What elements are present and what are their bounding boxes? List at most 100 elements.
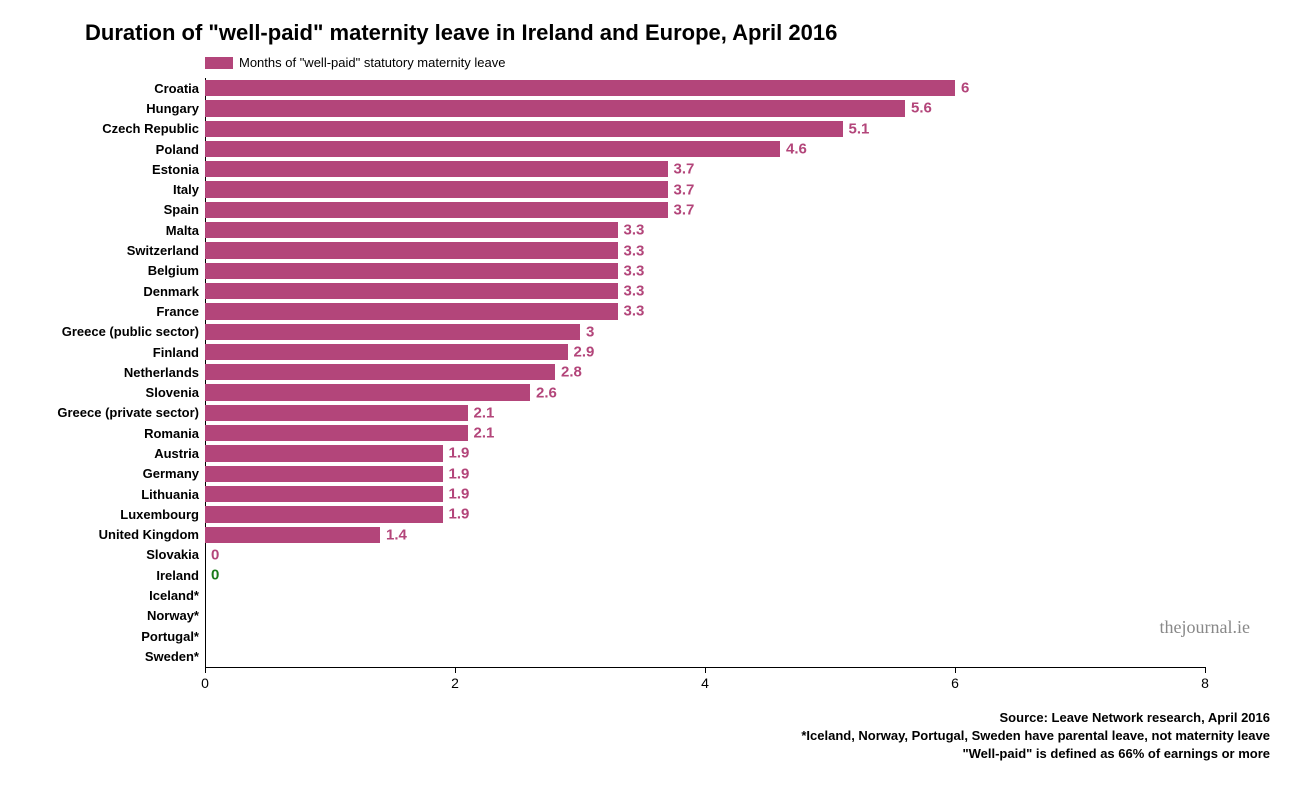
category-label: Slovenia — [0, 385, 205, 400]
category-label: Luxembourg — [0, 507, 205, 522]
legend: Months of "well-paid" statutory maternit… — [205, 55, 505, 70]
bar-track: 2.9 — [205, 342, 1205, 362]
bar-track: 3.3 — [205, 281, 1205, 301]
bar-track: 1.9 — [205, 504, 1205, 524]
category-label: Sweden* — [0, 649, 205, 664]
bar-track: 0 — [205, 565, 1205, 585]
bar-track: 1.9 — [205, 464, 1205, 484]
value-label: 3.3 — [624, 222, 645, 239]
category-label: Ireland — [0, 568, 205, 583]
bar-track: 3 — [205, 322, 1205, 342]
x-axis: 02468 — [205, 667, 1205, 697]
bar-track: 5.6 — [205, 98, 1205, 118]
bar — [205, 141, 780, 157]
category-label: Poland — [0, 142, 205, 157]
bar-row: Norway* — [0, 606, 1310, 626]
bar — [205, 263, 618, 279]
x-tick — [455, 667, 456, 673]
bar-track — [205, 626, 1205, 646]
bar-row: Poland 4.6 — [0, 139, 1310, 159]
bar-row: Belgium3.3 — [0, 261, 1310, 281]
bar-track: 1.9 — [205, 443, 1205, 463]
bar — [205, 283, 618, 299]
bar-track: 2.6 — [205, 382, 1205, 402]
value-label: 0 — [211, 546, 219, 563]
bar-track: 3.3 — [205, 301, 1205, 321]
bar-row: Denmark 3.3 — [0, 281, 1310, 301]
bar-row: Germany 1.9 — [0, 464, 1310, 484]
category-label: Spain — [0, 202, 205, 217]
bar — [205, 445, 443, 461]
category-label: Norway* — [0, 608, 205, 623]
value-label: 2.9 — [574, 344, 595, 361]
value-label: 4.6 — [786, 141, 807, 158]
bar-track — [205, 646, 1205, 666]
category-label: Malta — [0, 223, 205, 238]
bar-row: Lithuania1.9 — [0, 484, 1310, 504]
bar — [205, 100, 905, 116]
category-label: France — [0, 304, 205, 319]
bar-row: Slovakia 0 — [0, 545, 1310, 565]
value-label: 2.1 — [474, 425, 495, 442]
x-tick-label: 6 — [951, 675, 959, 691]
bar — [205, 161, 668, 177]
bar-track — [205, 585, 1205, 605]
x-tick — [1205, 667, 1206, 673]
bar-row: Spain3.7 — [0, 200, 1310, 220]
bar-track — [205, 606, 1205, 626]
value-label: 5.6 — [911, 100, 932, 117]
category-label: Greece (private sector) — [0, 405, 205, 420]
bar-track: 5.1 — [205, 119, 1205, 139]
bar-row: Sweden* — [0, 646, 1310, 666]
category-label: Denmark — [0, 284, 205, 299]
bar-row: Malta 3.3 — [0, 220, 1310, 240]
bar-row: Netherlands2.8 — [0, 362, 1310, 382]
category-label: Lithuania — [0, 487, 205, 502]
bar — [205, 466, 443, 482]
legend-swatch — [205, 57, 233, 69]
bar-row: Iceland* — [0, 585, 1310, 605]
bar-track: 2.1 — [205, 403, 1205, 423]
category-label: Finland — [0, 345, 205, 360]
bar-row: Croatia6 — [0, 78, 1310, 98]
value-label: 3.3 — [624, 303, 645, 320]
value-label: 2.1 — [474, 404, 495, 421]
category-label: Estonia — [0, 162, 205, 177]
bar — [205, 181, 668, 197]
bar-track: 2.8 — [205, 362, 1205, 382]
category-label: Austria — [0, 446, 205, 461]
bar — [205, 303, 618, 319]
bar-track: 3.7 — [205, 200, 1205, 220]
watermark: thejournal.ie — [1160, 617, 1250, 638]
category-label: Slovakia — [0, 547, 205, 562]
bar-track: 0 — [205, 545, 1205, 565]
x-tick — [955, 667, 956, 673]
category-label: Croatia — [0, 81, 205, 96]
value-label: 3.7 — [674, 181, 695, 198]
x-tick — [205, 667, 206, 673]
chart-title: Duration of "well-paid" maternity leave … — [85, 20, 837, 46]
value-label: 1.9 — [449, 465, 470, 482]
value-label: 3 — [586, 323, 594, 340]
bar-row: Greece (private sector) 2.1 — [0, 403, 1310, 423]
bar-track: 1.4 — [205, 525, 1205, 545]
value-label: 3.3 — [624, 283, 645, 300]
bar-track: 4.6 — [205, 139, 1205, 159]
footnotes: Source: Leave Network research, April 20… — [801, 707, 1270, 761]
category-label: Germany — [0, 466, 205, 481]
value-label: 0 — [211, 567, 219, 584]
bar — [205, 324, 580, 340]
category-label: Romania — [0, 426, 205, 441]
value-label: 2.6 — [536, 384, 557, 401]
bar — [205, 364, 555, 380]
bar — [205, 80, 955, 96]
bar-row: Italy3.7 — [0, 179, 1310, 199]
bar — [205, 486, 443, 502]
bar-row: Ireland 0 — [0, 565, 1310, 585]
value-label: 5.1 — [849, 120, 870, 137]
bar-row: France 3.3 — [0, 301, 1310, 321]
bar-track: 3.3 — [205, 240, 1205, 260]
value-label: 2.8 — [561, 364, 582, 381]
category-label: Greece (public sector) — [0, 324, 205, 339]
value-label: 3.3 — [624, 262, 645, 279]
